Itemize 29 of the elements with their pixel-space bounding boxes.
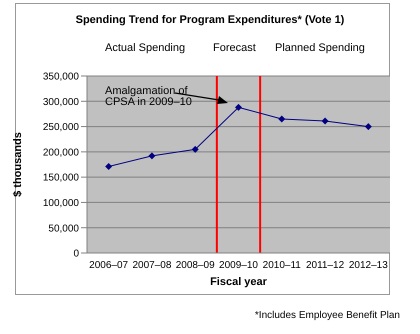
point [148,152,156,160]
y-tick-label: 350,000 [42,72,80,83]
y-tick-label: 100,000 [42,198,80,209]
x-tick-label: 2011–12 [306,260,345,272]
x-tick-label: 2009–10 [219,260,258,272]
y-tick-label: 250,000 [42,122,80,134]
y-tick-label: 50,000 [48,223,80,234]
x-tick-label: 2012–13 [348,260,388,272]
text: Planned Spending [275,42,365,54]
x-axis-title: Fiscal year [210,276,268,288]
point [192,146,199,153]
text: Actual Spending [105,42,186,54]
y-tick-label: 200,000 [42,147,80,158]
x-tick-label: 2010–11 [262,260,302,272]
y-tick-label: 0 [73,248,80,260]
point [235,104,242,111]
y-tick-label: 300,000 [42,96,80,108]
y-axis-title: $ thousands [12,132,24,197]
chart-title: Spending Trend for Program Expenditures* (Vote 1) [74,14,346,26]
point [105,163,112,170]
point [364,123,372,130]
point [278,115,286,122]
text: *Includes Employee Benefit Plan [254,310,400,321]
text: Forecast [213,42,256,54]
x-tick-label: 2007–08 [132,260,172,272]
x-tick-label: 2008–09 [176,260,216,272]
x-tick-label: 2006–07 [89,260,129,272]
y-tick-label: 150,000 [42,172,80,184]
point [322,118,329,125]
